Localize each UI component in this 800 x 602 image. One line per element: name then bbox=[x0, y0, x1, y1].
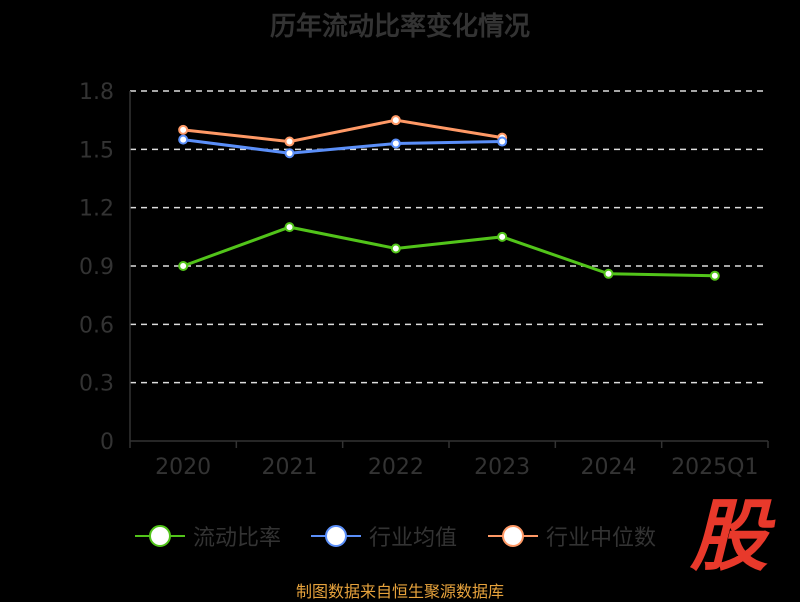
logo: 股 bbox=[690, 492, 769, 582]
data-point bbox=[390, 138, 401, 149]
legend-marker-icon bbox=[488, 525, 538, 547]
data-point bbox=[390, 243, 401, 254]
chart-title: 历年流动比率变化情况 bbox=[269, 12, 530, 42]
y-tick-label: 1.2 bbox=[79, 197, 114, 222]
y-tick-label: 0.3 bbox=[79, 372, 114, 397]
data-point bbox=[603, 268, 614, 279]
x-tick-label: 2021 bbox=[262, 455, 318, 480]
data-point bbox=[709, 270, 720, 281]
x-tick-label: 2023 bbox=[474, 455, 530, 480]
data-point bbox=[284, 222, 295, 233]
x-tick-label: 2020 bbox=[155, 455, 211, 480]
data-point bbox=[178, 261, 189, 271]
data-point bbox=[284, 148, 295, 159]
legend-item-industry-mean[interactable]: 行业均值 bbox=[311, 520, 457, 552]
series-line bbox=[183, 118, 503, 144]
y-tick-label: 1.5 bbox=[79, 138, 114, 163]
legend-label: 行业中位数 bbox=[546, 526, 657, 551]
series-line bbox=[182, 138, 503, 155]
data-point bbox=[497, 231, 508, 242]
y-tick-label: 0.6 bbox=[79, 313, 114, 338]
data-point bbox=[284, 136, 295, 147]
data-point bbox=[178, 134, 189, 145]
source-note: 制图数据来自恒生聚源数据库 bbox=[295, 582, 504, 601]
data-point bbox=[178, 124, 189, 135]
y-tick-label: 0 bbox=[100, 430, 114, 455]
x-tick-label: 2025Q1 bbox=[671, 455, 758, 480]
legend-label: 行业均值 bbox=[369, 526, 458, 551]
legend-item-current-ratio[interactable]: 流动比率 bbox=[135, 520, 281, 552]
x-tick-label: 2022 bbox=[368, 455, 424, 480]
data-point bbox=[390, 115, 401, 126]
legend-marker-icon bbox=[135, 525, 185, 547]
y-tick-label: 0.9 bbox=[79, 255, 114, 280]
series-line bbox=[182, 225, 715, 278]
legend-label: 流动比率 bbox=[193, 526, 282, 551]
data-point bbox=[497, 136, 508, 147]
legend-item-industry-median[interactable]: 行业中位数 bbox=[488, 520, 656, 552]
legend-marker-icon bbox=[311, 525, 361, 547]
x-tick-label: 2024 bbox=[581, 455, 637, 480]
y-tick-label: 1.8 bbox=[79, 80, 114, 105]
